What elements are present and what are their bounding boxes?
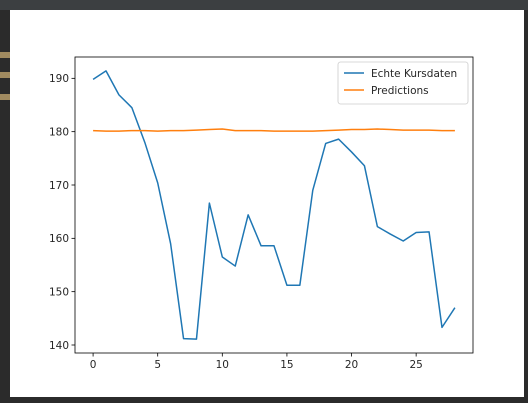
window-bottom-bar: [0, 397, 528, 403]
legend-label-1: Predictions: [371, 85, 429, 97]
panel-marker: [0, 94, 10, 100]
x-tick-label: 5: [154, 359, 161, 371]
y-tick-label: 190: [49, 73, 69, 85]
legend-label-0: Echte Kursdaten: [371, 68, 457, 80]
plot-figure: 0 5 10 15 20 25 140 150 160 170 180 190 Echte Kursda…: [10, 10, 524, 397]
x-tick-label: 20: [345, 359, 358, 371]
series-line-0: [92, 70, 456, 340]
y-tick-label: 180: [49, 126, 69, 138]
y-tick-label: 150: [49, 286, 69, 298]
series-line-1: [93, 128, 455, 132]
x-tick-label: 25: [409, 359, 422, 371]
legend-box: [337, 61, 469, 105]
line-chart: 0 5 10 15 20 25 140 150 160 170 180 190 Echte Kursda…: [49, 56, 474, 371]
y-tick-label: 160: [49, 233, 69, 245]
y-tick-label: 140: [49, 340, 69, 352]
window-right-edge: [524, 10, 528, 403]
x-tick-label: 0: [90, 359, 97, 371]
y-tick-label: 170: [49, 180, 69, 192]
window-top-bar: [0, 0, 528, 10]
side-panel-edge: [0, 10, 10, 403]
axes-frame: [74, 56, 474, 354]
x-tick-label: 10: [216, 359, 229, 371]
x-tick-label: 15: [280, 359, 293, 371]
panel-marker: [0, 72, 10, 78]
panel-marker: [0, 52, 10, 58]
